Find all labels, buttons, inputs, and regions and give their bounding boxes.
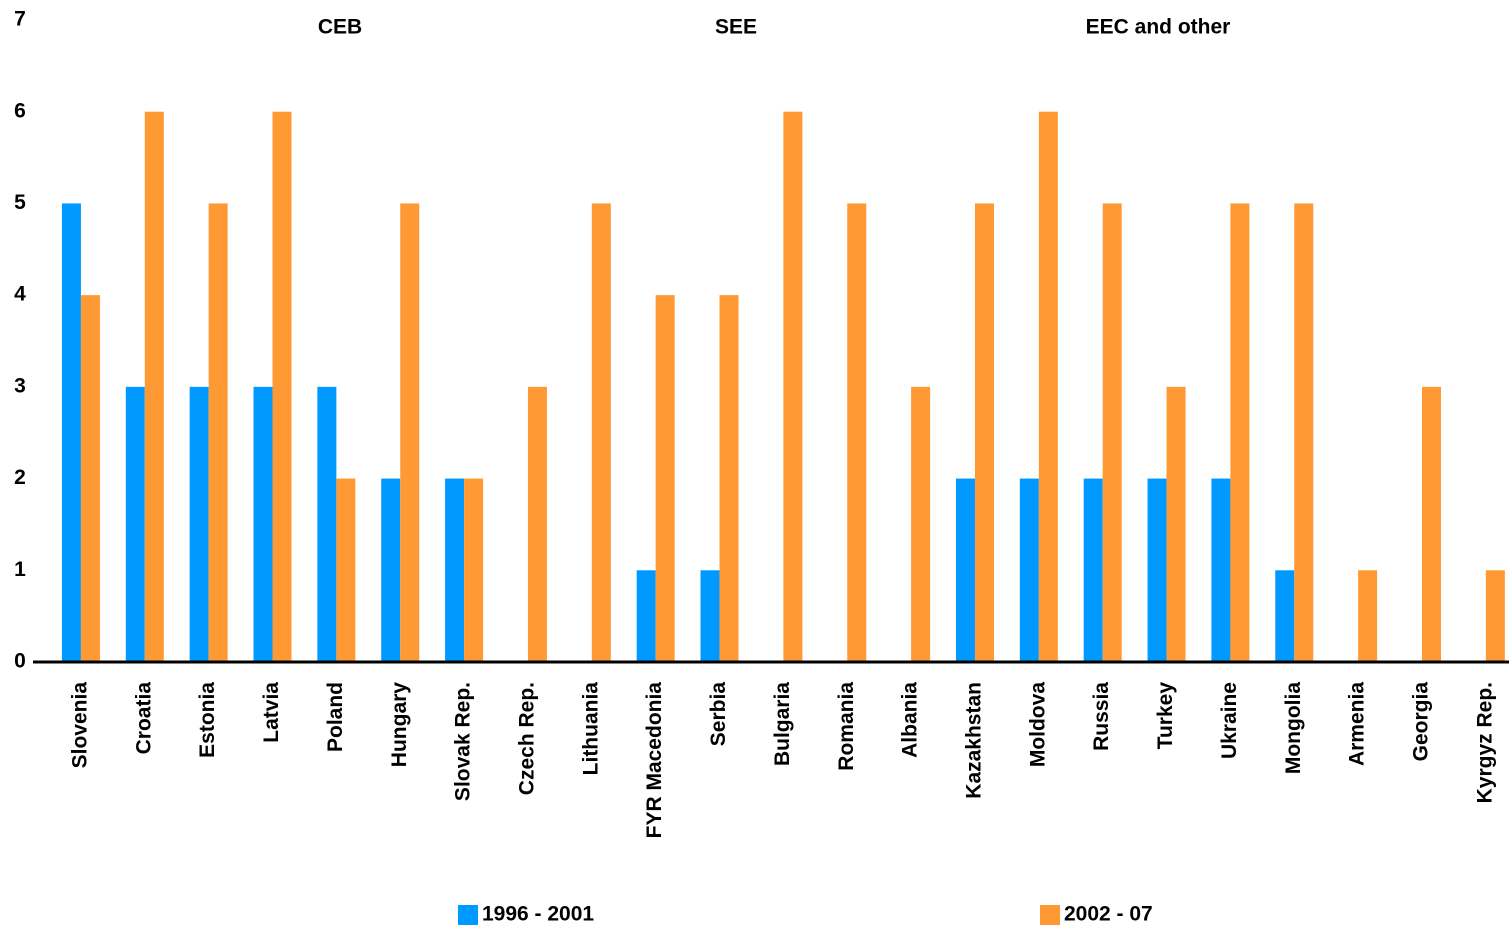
bar xyxy=(955,478,975,662)
x-tick-label: Romania xyxy=(835,682,858,771)
x-tick-label: Latvia xyxy=(260,682,283,743)
bar xyxy=(1102,203,1122,662)
bar xyxy=(400,203,420,662)
bar xyxy=(1421,386,1441,662)
bar xyxy=(1038,111,1058,662)
legend-label: 2002 - 07 xyxy=(1064,903,1153,926)
bar xyxy=(591,203,611,662)
bar xyxy=(272,111,292,662)
legend-swatch xyxy=(458,905,478,925)
group-label: SEE xyxy=(715,16,757,39)
bar xyxy=(847,203,867,662)
bar xyxy=(381,478,401,662)
legend-swatch xyxy=(1040,905,1060,925)
group-label: EEC and other xyxy=(1086,16,1231,39)
y-tick-label: 1 xyxy=(14,558,26,581)
bar xyxy=(1275,570,1295,662)
bar xyxy=(783,111,803,662)
y-tick-label: 2 xyxy=(14,466,26,489)
bar xyxy=(336,478,356,662)
bar xyxy=(80,295,100,662)
bar xyxy=(527,386,547,662)
x-tick-label: Croatia xyxy=(132,682,155,755)
x-tick-label: Kazakhstan xyxy=(963,682,986,799)
bar xyxy=(464,478,484,662)
bar xyxy=(317,386,337,662)
x-tick-label: Armenia xyxy=(1346,682,1369,766)
bar xyxy=(445,478,465,662)
x-tick-label: Albania xyxy=(899,682,922,758)
bar xyxy=(655,295,675,662)
x-tick-label: Moldova xyxy=(1026,682,1049,767)
x-tick-label: Ukraine xyxy=(1218,682,1241,759)
y-tick-label: 3 xyxy=(14,374,26,397)
bar xyxy=(61,203,81,662)
x-tick-label: Kyrgyz Rep. xyxy=(1473,682,1496,803)
bar xyxy=(1230,203,1250,662)
group-label: CEB xyxy=(318,16,362,39)
bar xyxy=(1485,570,1505,662)
y-tick-label: 4 xyxy=(14,283,26,306)
y-tick-label: 7 xyxy=(14,8,26,31)
legend-label: 1996 - 2001 xyxy=(482,903,594,926)
x-tick-label: Poland xyxy=(324,682,347,752)
bar xyxy=(911,386,931,662)
bar xyxy=(1294,203,1314,662)
bar xyxy=(719,295,739,662)
x-tick-label: Russia xyxy=(1090,682,1113,751)
bar xyxy=(1019,478,1039,662)
x-tick-label: Slovenia xyxy=(68,682,91,769)
x-tick-label: Georgia xyxy=(1410,682,1433,762)
bar xyxy=(253,386,273,662)
bar xyxy=(189,386,209,662)
bar xyxy=(208,203,228,662)
x-tick-label: Bulgaria xyxy=(771,682,794,766)
bar xyxy=(125,386,145,662)
y-tick-label: 5 xyxy=(14,191,26,214)
x-tick-label: Slovak Rep. xyxy=(452,682,475,801)
bar xyxy=(1083,478,1103,662)
bar xyxy=(636,570,656,662)
bar xyxy=(1358,570,1378,662)
x-tick-label: Serbia xyxy=(707,682,730,747)
x-tick-label: Mongolia xyxy=(1282,682,1305,774)
x-tick-label: Estonia xyxy=(196,682,219,758)
bar xyxy=(1166,386,1186,662)
bar xyxy=(974,203,994,662)
y-tick-label: 0 xyxy=(14,650,26,673)
x-tick-label: FYR Macedonia xyxy=(643,682,666,839)
x-tick-label: Czech Rep. xyxy=(515,682,538,795)
y-tick-label: 6 xyxy=(14,99,26,122)
bar xyxy=(700,570,720,662)
x-tick-label: Turkey xyxy=(1154,682,1177,750)
bar xyxy=(144,111,164,662)
x-tick-label: Lithuania xyxy=(579,682,602,776)
bar xyxy=(1147,478,1167,662)
x-tick-label: Hungary xyxy=(388,682,411,768)
bar xyxy=(1211,478,1231,662)
